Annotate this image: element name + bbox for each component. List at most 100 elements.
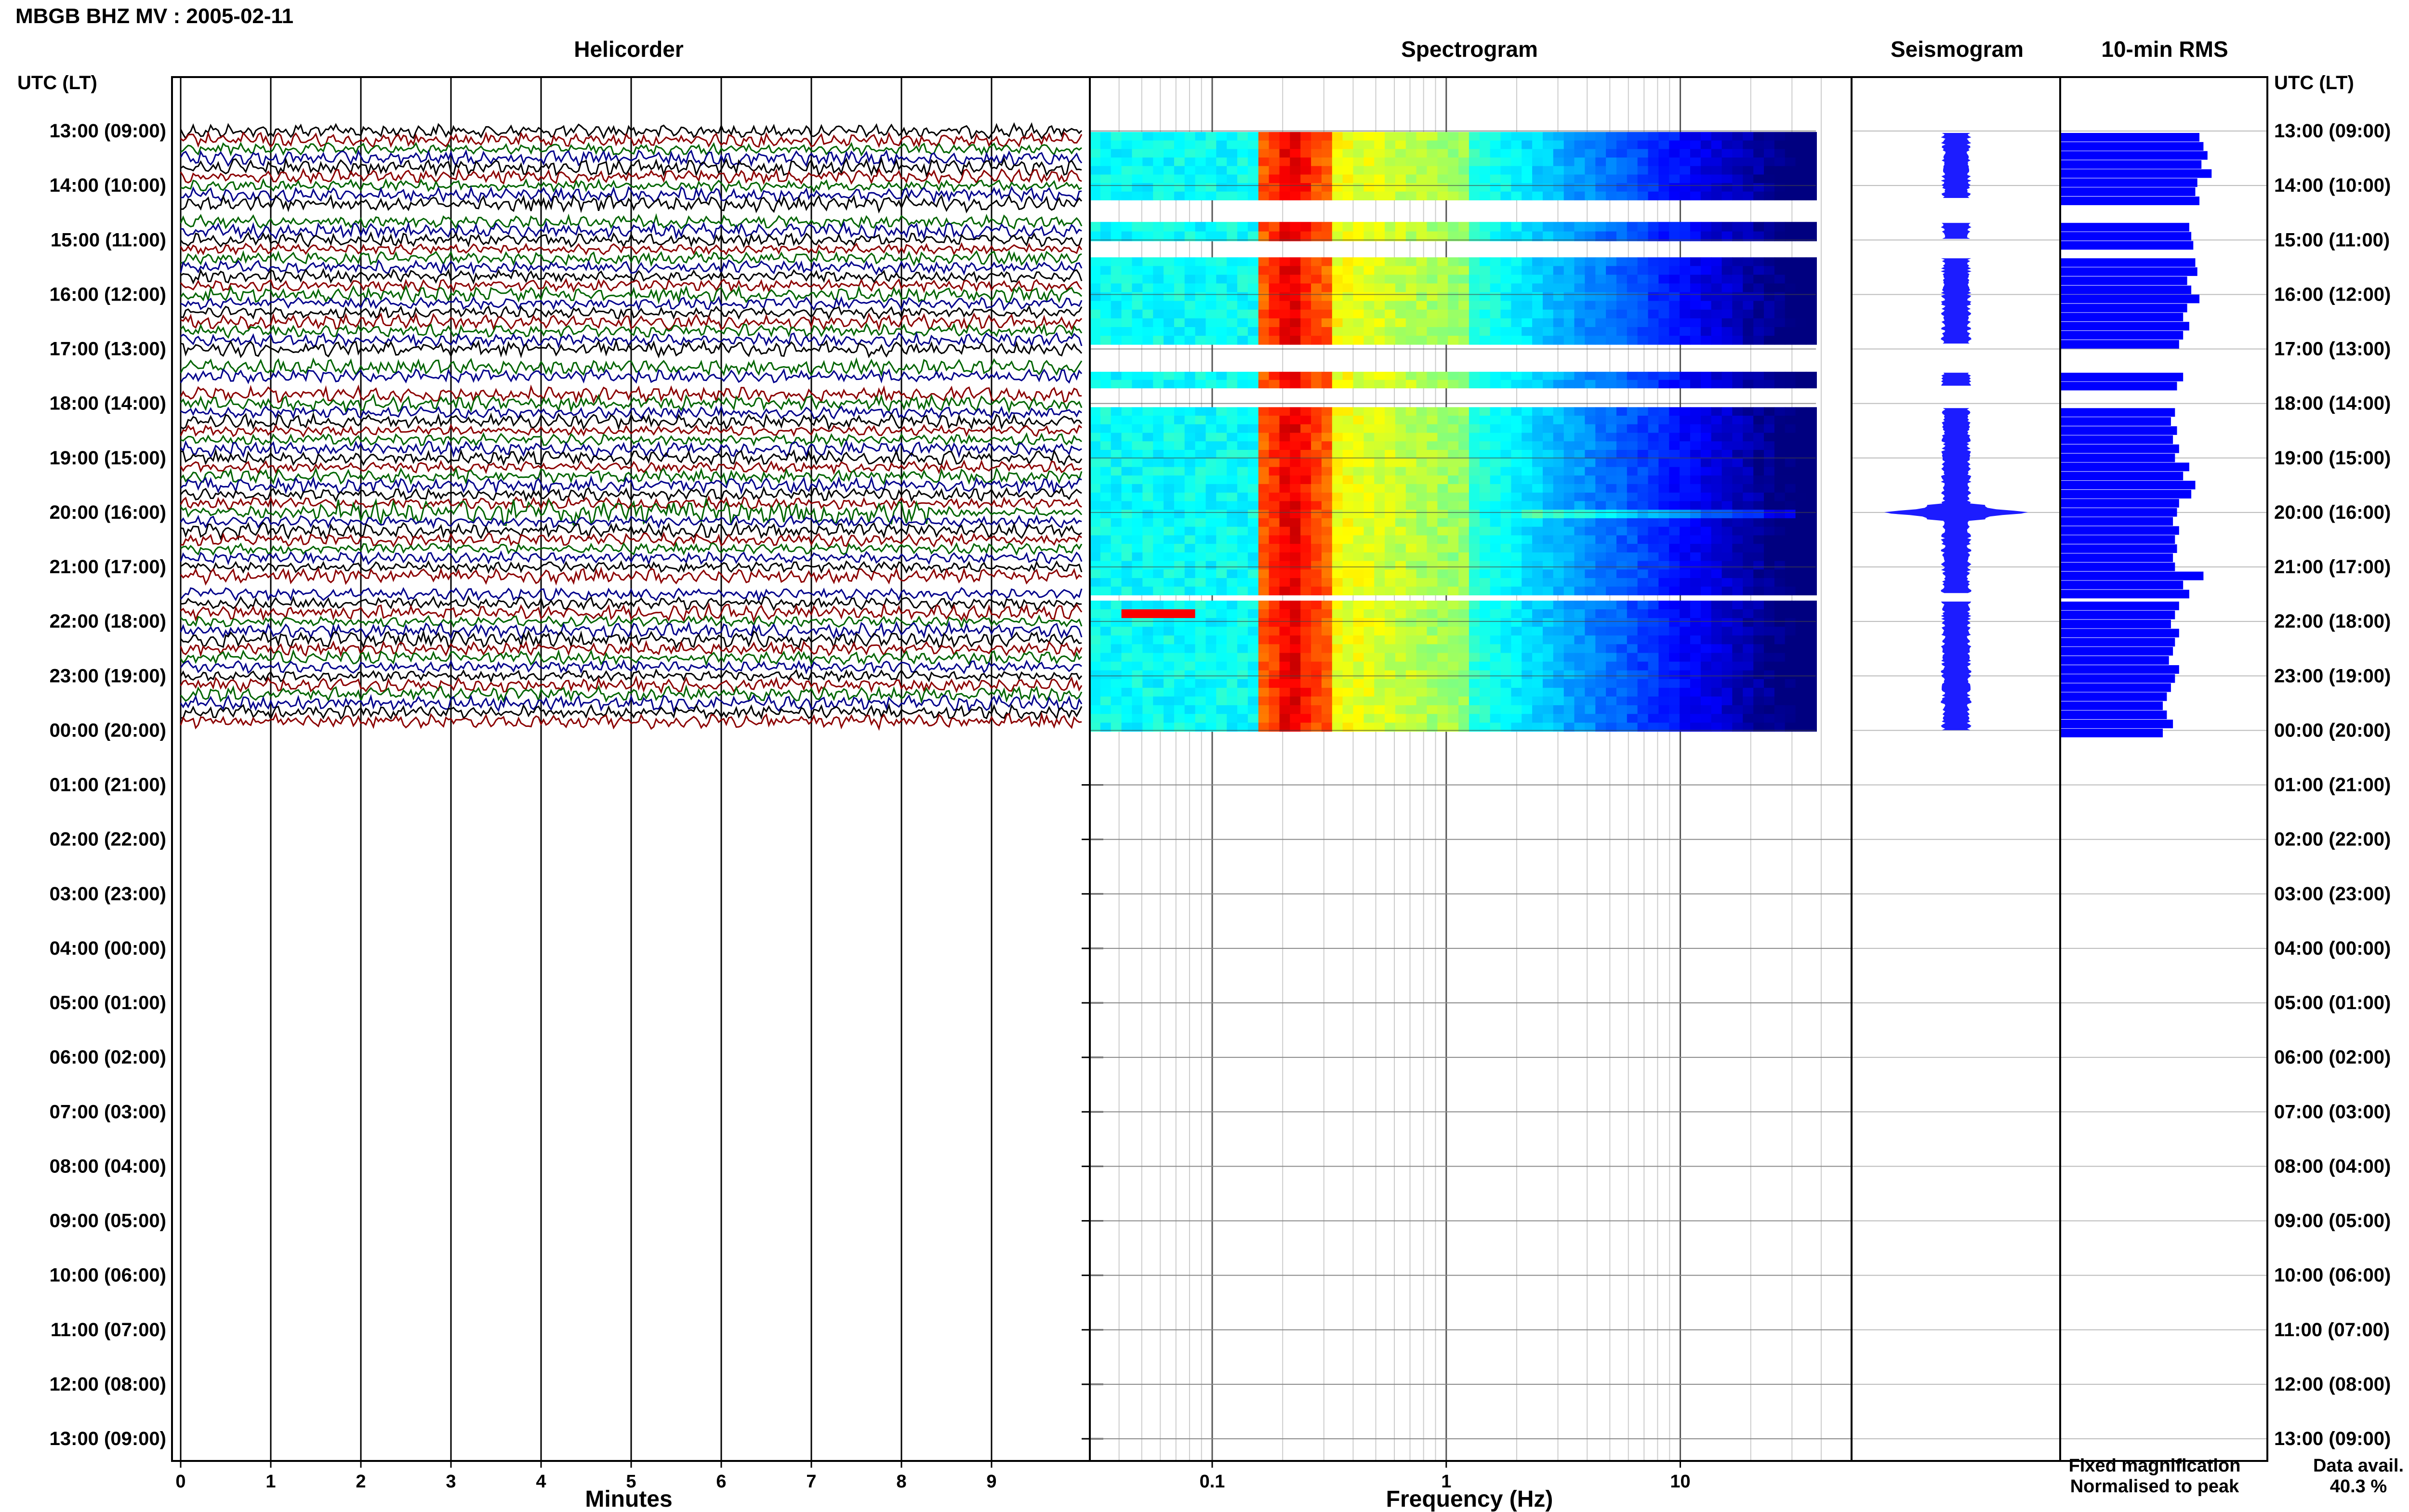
helicorder-trace [180, 703, 1083, 721]
spectrogram-block [1090, 257, 1817, 345]
hour-label-right: 11:00 (07:00) [2274, 1319, 2390, 1341]
helicorder-x-tick-label: 5 [626, 1472, 636, 1492]
rms-bar [2061, 571, 2204, 580]
hour-label-right: 12:00 (08:00) [2274, 1374, 2391, 1395]
rms-bar [2061, 710, 2167, 719]
seismogram-envelope [1941, 601, 1972, 730]
rms-bar [2061, 472, 2184, 481]
hour-label-right: 06:00 (02:00) [2274, 1047, 2391, 1068]
helicorder-trace [180, 368, 1083, 384]
helicorder-x-tick-label: 6 [716, 1472, 726, 1492]
rms-bar [2061, 517, 2173, 526]
helicorder-trace [180, 629, 1082, 650]
spectrogram-title: Spectrogram [1401, 37, 1538, 62]
helicorder-trace [180, 675, 1083, 695]
helicorder-x-tick-label: 8 [896, 1472, 906, 1492]
hour-label-left: 15:00 (11:00) [51, 229, 166, 250]
spectrogram-x-tick-label: 1 [1441, 1472, 1451, 1492]
rms-bar [2061, 258, 2196, 267]
hour-label-left: 18:00 (14:00) [50, 393, 166, 414]
hour-label-left: 00:00 (20:00) [50, 720, 166, 741]
hour-label-right: 01:00 (21:00) [2274, 775, 2391, 796]
hour-label-left: 04:00 (00:00) [50, 938, 166, 959]
hour-label-right: 21:00 (17:00) [2274, 556, 2391, 578]
rms-bar [2061, 665, 2179, 674]
hour-label-right: 14:00 (10:00) [2274, 175, 2391, 196]
rms-bar [2061, 417, 2171, 426]
helicorder-trace [180, 432, 1082, 448]
helicorder-trace [180, 668, 1083, 684]
hour-label-left: 17:00 (13:00) [50, 339, 166, 360]
hour-label-right: 09:00 (05:00) [2274, 1210, 2391, 1232]
hour-label-left: 13:00 (09:00) [50, 1428, 166, 1449]
hour-label-right: 10:00 (06:00) [2274, 1265, 2391, 1286]
rms-bar [2061, 435, 2173, 444]
rms-bar [2061, 601, 2179, 610]
rms-bar [2061, 372, 2184, 381]
data-avail-value: 40.3 % [2330, 1476, 2387, 1497]
rms-bar [2061, 133, 2199, 142]
seismogram-panel [1852, 131, 2060, 1439]
left-axis-label: UTC (LT) [17, 72, 97, 93]
rms-bar [2061, 303, 2187, 313]
hour-label-right: 17:00 (13:00) [2274, 339, 2391, 360]
helicorder-trace [180, 122, 1083, 141]
hour-label-left: 07:00 (03:00) [50, 1101, 166, 1122]
seismogram-envelope [1941, 258, 1972, 344]
spectrogram-panel: 0.1 1 10 [1089, 77, 1852, 1492]
rms-bar [2061, 381, 2177, 391]
helicorder-trace [180, 495, 1082, 511]
rms-bar [2061, 285, 2192, 294]
spectrogram-block [1090, 600, 1817, 732]
hour-label-right: 23:00 (19:00) [2274, 665, 2391, 686]
helicorder-x-tick-label: 2 [356, 1472, 366, 1492]
helicorder-trace [180, 423, 1082, 438]
rms-bar [2061, 223, 2189, 232]
helicorder-x-tick-label: 1 [265, 1472, 276, 1492]
helicorder-trace [180, 268, 1083, 285]
helicorder-trace [180, 475, 1082, 495]
hour-label-left: 11:00 (07:00) [51, 1319, 166, 1341]
helicorder-trace [180, 231, 1083, 249]
helicorder-trace [180, 149, 1083, 168]
hour-label-left: 21:00 (17:00) [50, 556, 166, 578]
rms-bar [2061, 444, 2179, 453]
helicorder-trace [180, 339, 1083, 359]
hour-label-left: 03:00 (23:00) [50, 883, 166, 905]
hour-label-right: 20:00 (16:00) [2274, 502, 2391, 523]
helicorder-trace [180, 250, 1082, 267]
rms-bar [2061, 160, 2202, 169]
spectrogram-block [1090, 132, 1817, 200]
seismogram-envelope [1941, 372, 1972, 386]
seismogram-title: Seismogram [1891, 37, 2024, 62]
hour-label-left: 10:00 (06:00) [50, 1265, 166, 1286]
hour-label-right: 13:00 (09:00) [2274, 1428, 2391, 1449]
hour-label-left: 09:00 (05:00) [50, 1210, 166, 1232]
hour-label-right: 05:00 (01:00) [2274, 992, 2391, 1013]
spectrogram-x-tick-label: 10 [1670, 1472, 1690, 1492]
helicorder-trace [180, 497, 1083, 526]
helicorder-title: Helicorder [574, 37, 684, 62]
rms-bar [2061, 508, 2177, 517]
hour-label-left: 19:00 (15:00) [50, 447, 166, 469]
rms-bar [2061, 562, 2175, 571]
helicorder-trace [180, 185, 1082, 204]
helicorder-trace [180, 411, 1083, 431]
helicorder-trace [180, 393, 1083, 414]
helicorder-trace [180, 167, 1082, 185]
helicorder-trace [180, 659, 1082, 675]
helicorder-trace [180, 684, 1083, 704]
rms-bar [2061, 241, 2194, 250]
rms-bar [2061, 197, 2199, 205]
helicorder-trace [180, 486, 1082, 502]
rms-bar [2061, 151, 2208, 160]
hour-label-left: 16:00 (12:00) [50, 284, 166, 305]
rms-bar [2061, 490, 2192, 499]
helicorder-trace [180, 178, 1082, 193]
hour-label-right: 04:00 (00:00) [2274, 938, 2391, 959]
hour-label-left: 23:00 (19:00) [50, 665, 166, 686]
helicorder-trace [180, 602, 1083, 623]
rms-bar [2061, 720, 2173, 728]
rms-bar [2061, 590, 2189, 599]
rms-bar [2061, 619, 2171, 629]
